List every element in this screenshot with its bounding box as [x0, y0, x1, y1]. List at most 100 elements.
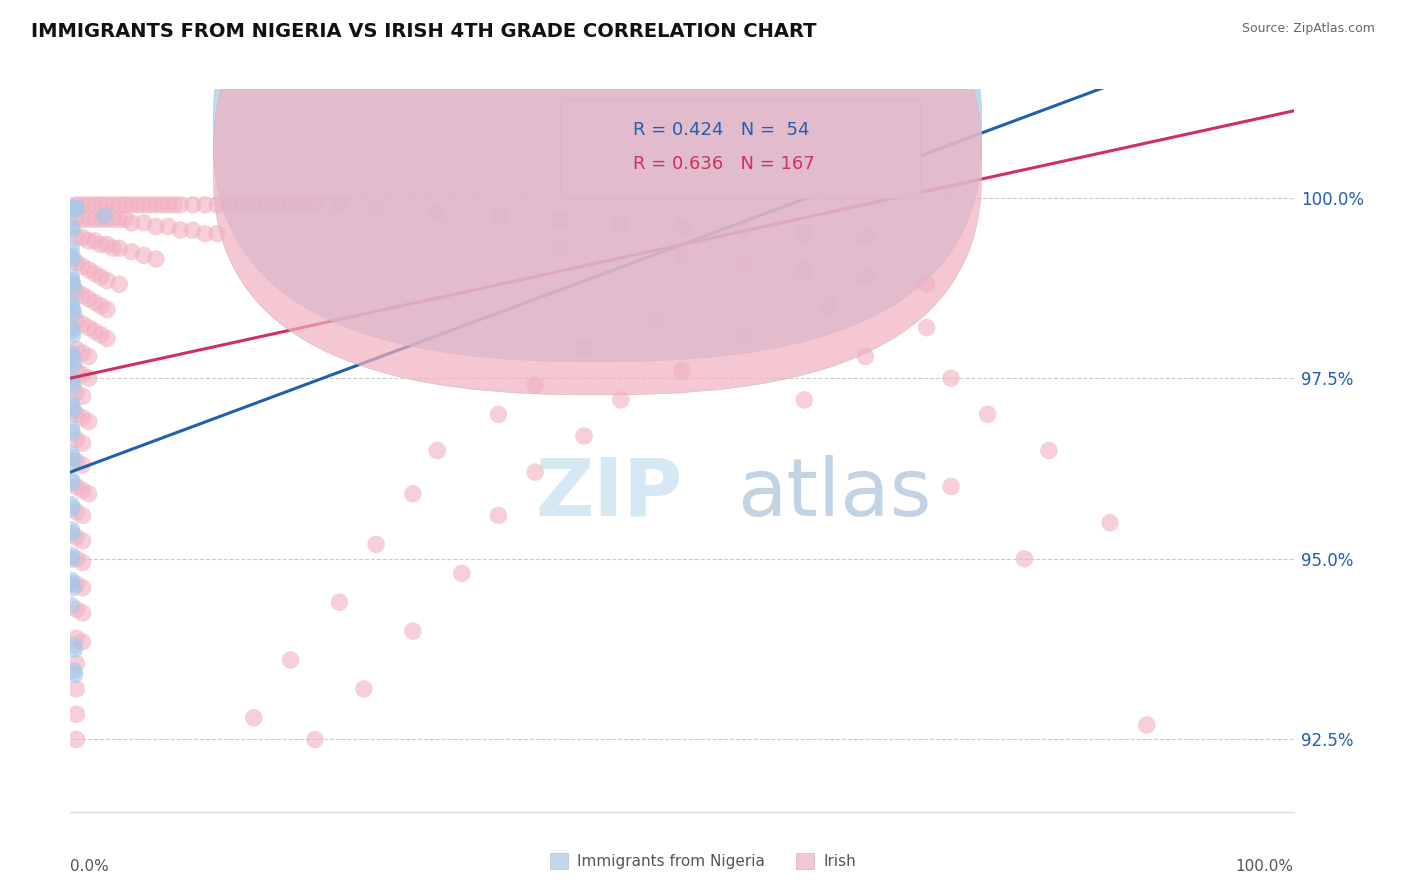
Point — [855, 230, 877, 244]
Point — [90, 327, 112, 342]
Point — [132, 216, 155, 230]
Point — [915, 277, 938, 292]
Point — [181, 198, 204, 212]
Point — [145, 198, 167, 212]
Point — [62, 202, 84, 216]
Point — [63, 202, 86, 216]
Point — [93, 209, 115, 223]
Point — [488, 209, 510, 223]
Point — [60, 450, 83, 465]
Point — [65, 313, 87, 327]
FancyBboxPatch shape — [560, 100, 921, 198]
Point — [169, 198, 191, 212]
Point — [77, 371, 100, 385]
Point — [291, 198, 314, 212]
Point — [65, 602, 87, 616]
Point — [817, 299, 839, 313]
Point — [72, 368, 94, 382]
Point — [304, 732, 326, 747]
Legend: Immigrants from Nigeria, Irish: Immigrants from Nigeria, Irish — [544, 847, 862, 875]
Point — [77, 198, 100, 212]
Point — [328, 595, 350, 609]
Point — [83, 198, 105, 212]
Text: atlas: atlas — [737, 455, 931, 533]
Point — [65, 732, 87, 747]
Point — [65, 505, 87, 519]
Point — [62, 281, 84, 295]
Point — [855, 270, 877, 285]
Point — [90, 237, 112, 252]
Point — [60, 350, 83, 364]
Point — [65, 202, 87, 216]
Point — [60, 472, 83, 486]
Point — [855, 350, 877, 364]
Point — [60, 548, 83, 562]
Text: R = 0.636   N = 167: R = 0.636 N = 167 — [633, 154, 814, 173]
Point — [205, 227, 228, 241]
Point — [181, 223, 204, 237]
Point — [65, 202, 87, 216]
Point — [77, 487, 100, 501]
Point — [145, 252, 167, 266]
Point — [194, 227, 217, 241]
Point — [548, 212, 571, 227]
Point — [62, 327, 84, 342]
Point — [65, 364, 87, 378]
Point — [65, 480, 87, 494]
Point — [62, 302, 84, 317]
Point — [1038, 443, 1060, 458]
Point — [280, 198, 302, 212]
Point — [65, 285, 87, 299]
Point — [72, 436, 94, 450]
Point — [60, 371, 83, 385]
Point — [132, 248, 155, 262]
Point — [328, 198, 350, 212]
Point — [60, 324, 83, 338]
Point — [83, 324, 105, 338]
Point — [72, 483, 94, 498]
Point — [647, 313, 669, 327]
Point — [60, 223, 83, 237]
Point — [121, 216, 143, 230]
Text: 0.0%: 0.0% — [70, 859, 110, 873]
Point — [243, 198, 266, 212]
Point — [83, 212, 105, 227]
Point — [96, 212, 118, 227]
Point — [150, 198, 173, 212]
Point — [77, 234, 100, 248]
Point — [524, 465, 547, 479]
Point — [62, 357, 84, 371]
Point — [77, 262, 100, 277]
Point — [72, 606, 94, 620]
Point — [157, 198, 180, 212]
Point — [65, 433, 87, 447]
Text: Source: ZipAtlas.com: Source: ZipAtlas.com — [1241, 22, 1375, 36]
Point — [1014, 552, 1036, 566]
Point — [671, 219, 693, 234]
Point — [366, 202, 388, 216]
Point — [108, 241, 131, 255]
Point — [793, 227, 815, 241]
Point — [72, 230, 94, 244]
Point — [127, 198, 149, 212]
Point — [90, 198, 112, 212]
Point — [1099, 516, 1122, 530]
Point — [60, 274, 83, 288]
Point — [72, 346, 94, 360]
Point — [366, 537, 388, 551]
Point — [524, 378, 547, 392]
Text: ZIP: ZIP — [536, 455, 682, 533]
Point — [90, 299, 112, 313]
Point — [733, 327, 755, 342]
Point — [101, 241, 124, 255]
Point — [60, 475, 83, 490]
Point — [939, 371, 962, 385]
Point — [62, 639, 84, 653]
Point — [96, 331, 118, 345]
Point — [90, 212, 112, 227]
Point — [60, 577, 83, 591]
Point — [157, 219, 180, 234]
Text: IMMIGRANTS FROM NIGERIA VS IRISH 4TH GRADE CORRELATION CHART: IMMIGRANTS FROM NIGERIA VS IRISH 4TH GRA… — [31, 22, 817, 41]
Point — [267, 198, 290, 212]
Point — [60, 299, 83, 313]
